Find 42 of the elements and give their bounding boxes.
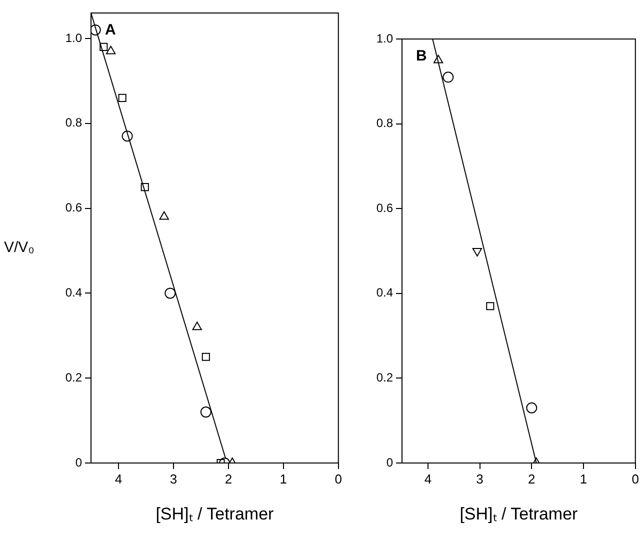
- y-tick-label: 0.6: [65, 200, 82, 215]
- y-tick-label: 0.8: [65, 116, 82, 130]
- point: [100, 42, 108, 51]
- y-tick-label: 1.0: [65, 30, 82, 45]
- point: [442, 72, 454, 83]
- x-tick-label: 0: [632, 471, 639, 486]
- annotation: B: [416, 48, 427, 65]
- y-tick-label: 0.2: [65, 370, 82, 384]
- x-tick-label: 3: [476, 471, 484, 486]
- point: [472, 248, 482, 256]
- y-tick-label: 0: [386, 455, 394, 470]
- y-tick-label: 0.4: [376, 286, 394, 300]
- point: [526, 402, 538, 414]
- y-tick-label: 0.4: [65, 286, 82, 300]
- point: [140, 183, 149, 192]
- point: [192, 322, 202, 330]
- point: [164, 288, 176, 299]
- point: [159, 211, 169, 220]
- x-tick-label: 3: [170, 471, 178, 486]
- x-tick-label: 2: [528, 471, 536, 486]
- point: [91, 24, 101, 36]
- point: [486, 302, 494, 310]
- point: [202, 352, 210, 361]
- y-tick-label: 0.6: [376, 200, 394, 215]
- x-tick-label: 0: [334, 471, 342, 486]
- y-axis-title: V/V₀: [4, 239, 34, 256]
- x-axis-title: [SH]ₜ / Tetramer: [460, 504, 578, 524]
- x-tick-label: 1: [580, 471, 588, 486]
- x-tick-label: 4: [424, 471, 432, 486]
- point: [122, 130, 133, 142]
- y-tick-label: 1.0: [376, 31, 394, 46]
- y-tick-label: 0.2: [376, 370, 394, 385]
- y-tick-label: 0.8: [376, 116, 394, 130]
- x-axis-title: [SH]ₜ / Tetramer: [156, 504, 274, 524]
- point: [118, 94, 126, 102]
- point: [433, 54, 444, 64]
- y-tick-label: 0: [75, 455, 82, 470]
- x-tick-label: 4: [114, 471, 122, 486]
- point: [106, 46, 116, 54]
- annotation: A: [105, 22, 116, 39]
- x-tick-label: 2: [224, 471, 232, 486]
- x-tick-label: 1: [280, 471, 288, 486]
